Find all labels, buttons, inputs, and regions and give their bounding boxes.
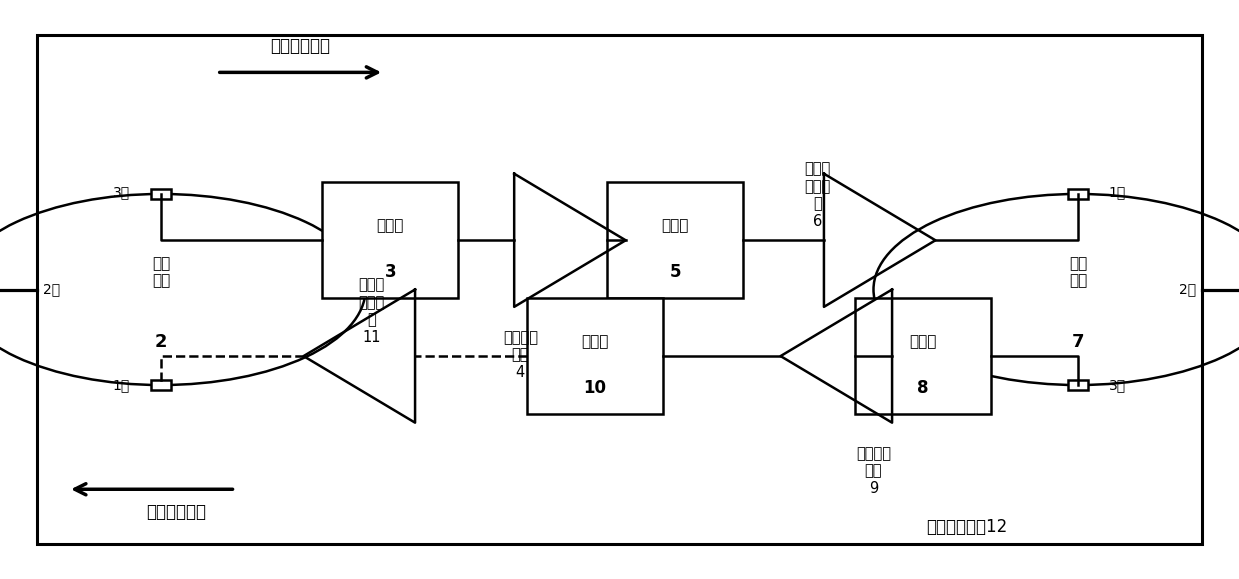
Bar bbox=[607, 182, 743, 298]
Bar bbox=[1068, 189, 1088, 199]
Text: 分布式
光放大
器
6: 分布式 光放大 器 6 bbox=[804, 162, 831, 229]
Text: 10: 10 bbox=[584, 379, 606, 397]
Text: 2口: 2口 bbox=[43, 283, 61, 296]
Text: 分布式
光放大
器
11: 分布式 光放大 器 11 bbox=[358, 277, 385, 345]
Text: 中继放大装置12: 中继放大装置12 bbox=[926, 518, 1007, 536]
Text: 滤波器: 滤波器 bbox=[909, 334, 937, 349]
Text: 光功率放
大器
4: 光功率放 大器 4 bbox=[503, 330, 538, 380]
Text: 7: 7 bbox=[1072, 332, 1084, 351]
Text: 8: 8 bbox=[917, 379, 929, 397]
Text: 光环
形器: 光环 形器 bbox=[1069, 256, 1087, 288]
Text: 前置光放
大器
9: 前置光放 大器 9 bbox=[856, 446, 891, 496]
Text: 2口: 2口 bbox=[1178, 283, 1196, 296]
Text: 强激励光信号: 强激励光信号 bbox=[270, 37, 331, 56]
Text: 1口: 1口 bbox=[113, 378, 130, 392]
Bar bbox=[322, 182, 458, 298]
Bar bbox=[527, 298, 663, 414]
Text: 滤波器: 滤波器 bbox=[581, 334, 608, 349]
Bar bbox=[151, 380, 171, 390]
Bar bbox=[151, 189, 171, 199]
Bar bbox=[855, 298, 991, 414]
Text: 2: 2 bbox=[155, 332, 167, 351]
Bar bbox=[37, 35, 1202, 544]
Text: 3口: 3口 bbox=[1109, 378, 1126, 392]
Text: 弱传感光信号: 弱传感光信号 bbox=[146, 503, 207, 522]
Bar bbox=[1068, 380, 1088, 390]
Text: 5: 5 bbox=[669, 263, 681, 281]
Text: 滤波器: 滤波器 bbox=[377, 218, 404, 233]
Text: 1口: 1口 bbox=[1109, 185, 1126, 199]
Text: 光环
形器: 光环 形器 bbox=[152, 256, 170, 288]
Text: 滤波器: 滤波器 bbox=[662, 218, 689, 233]
Text: 3口: 3口 bbox=[113, 185, 130, 199]
Text: 3: 3 bbox=[384, 263, 396, 281]
